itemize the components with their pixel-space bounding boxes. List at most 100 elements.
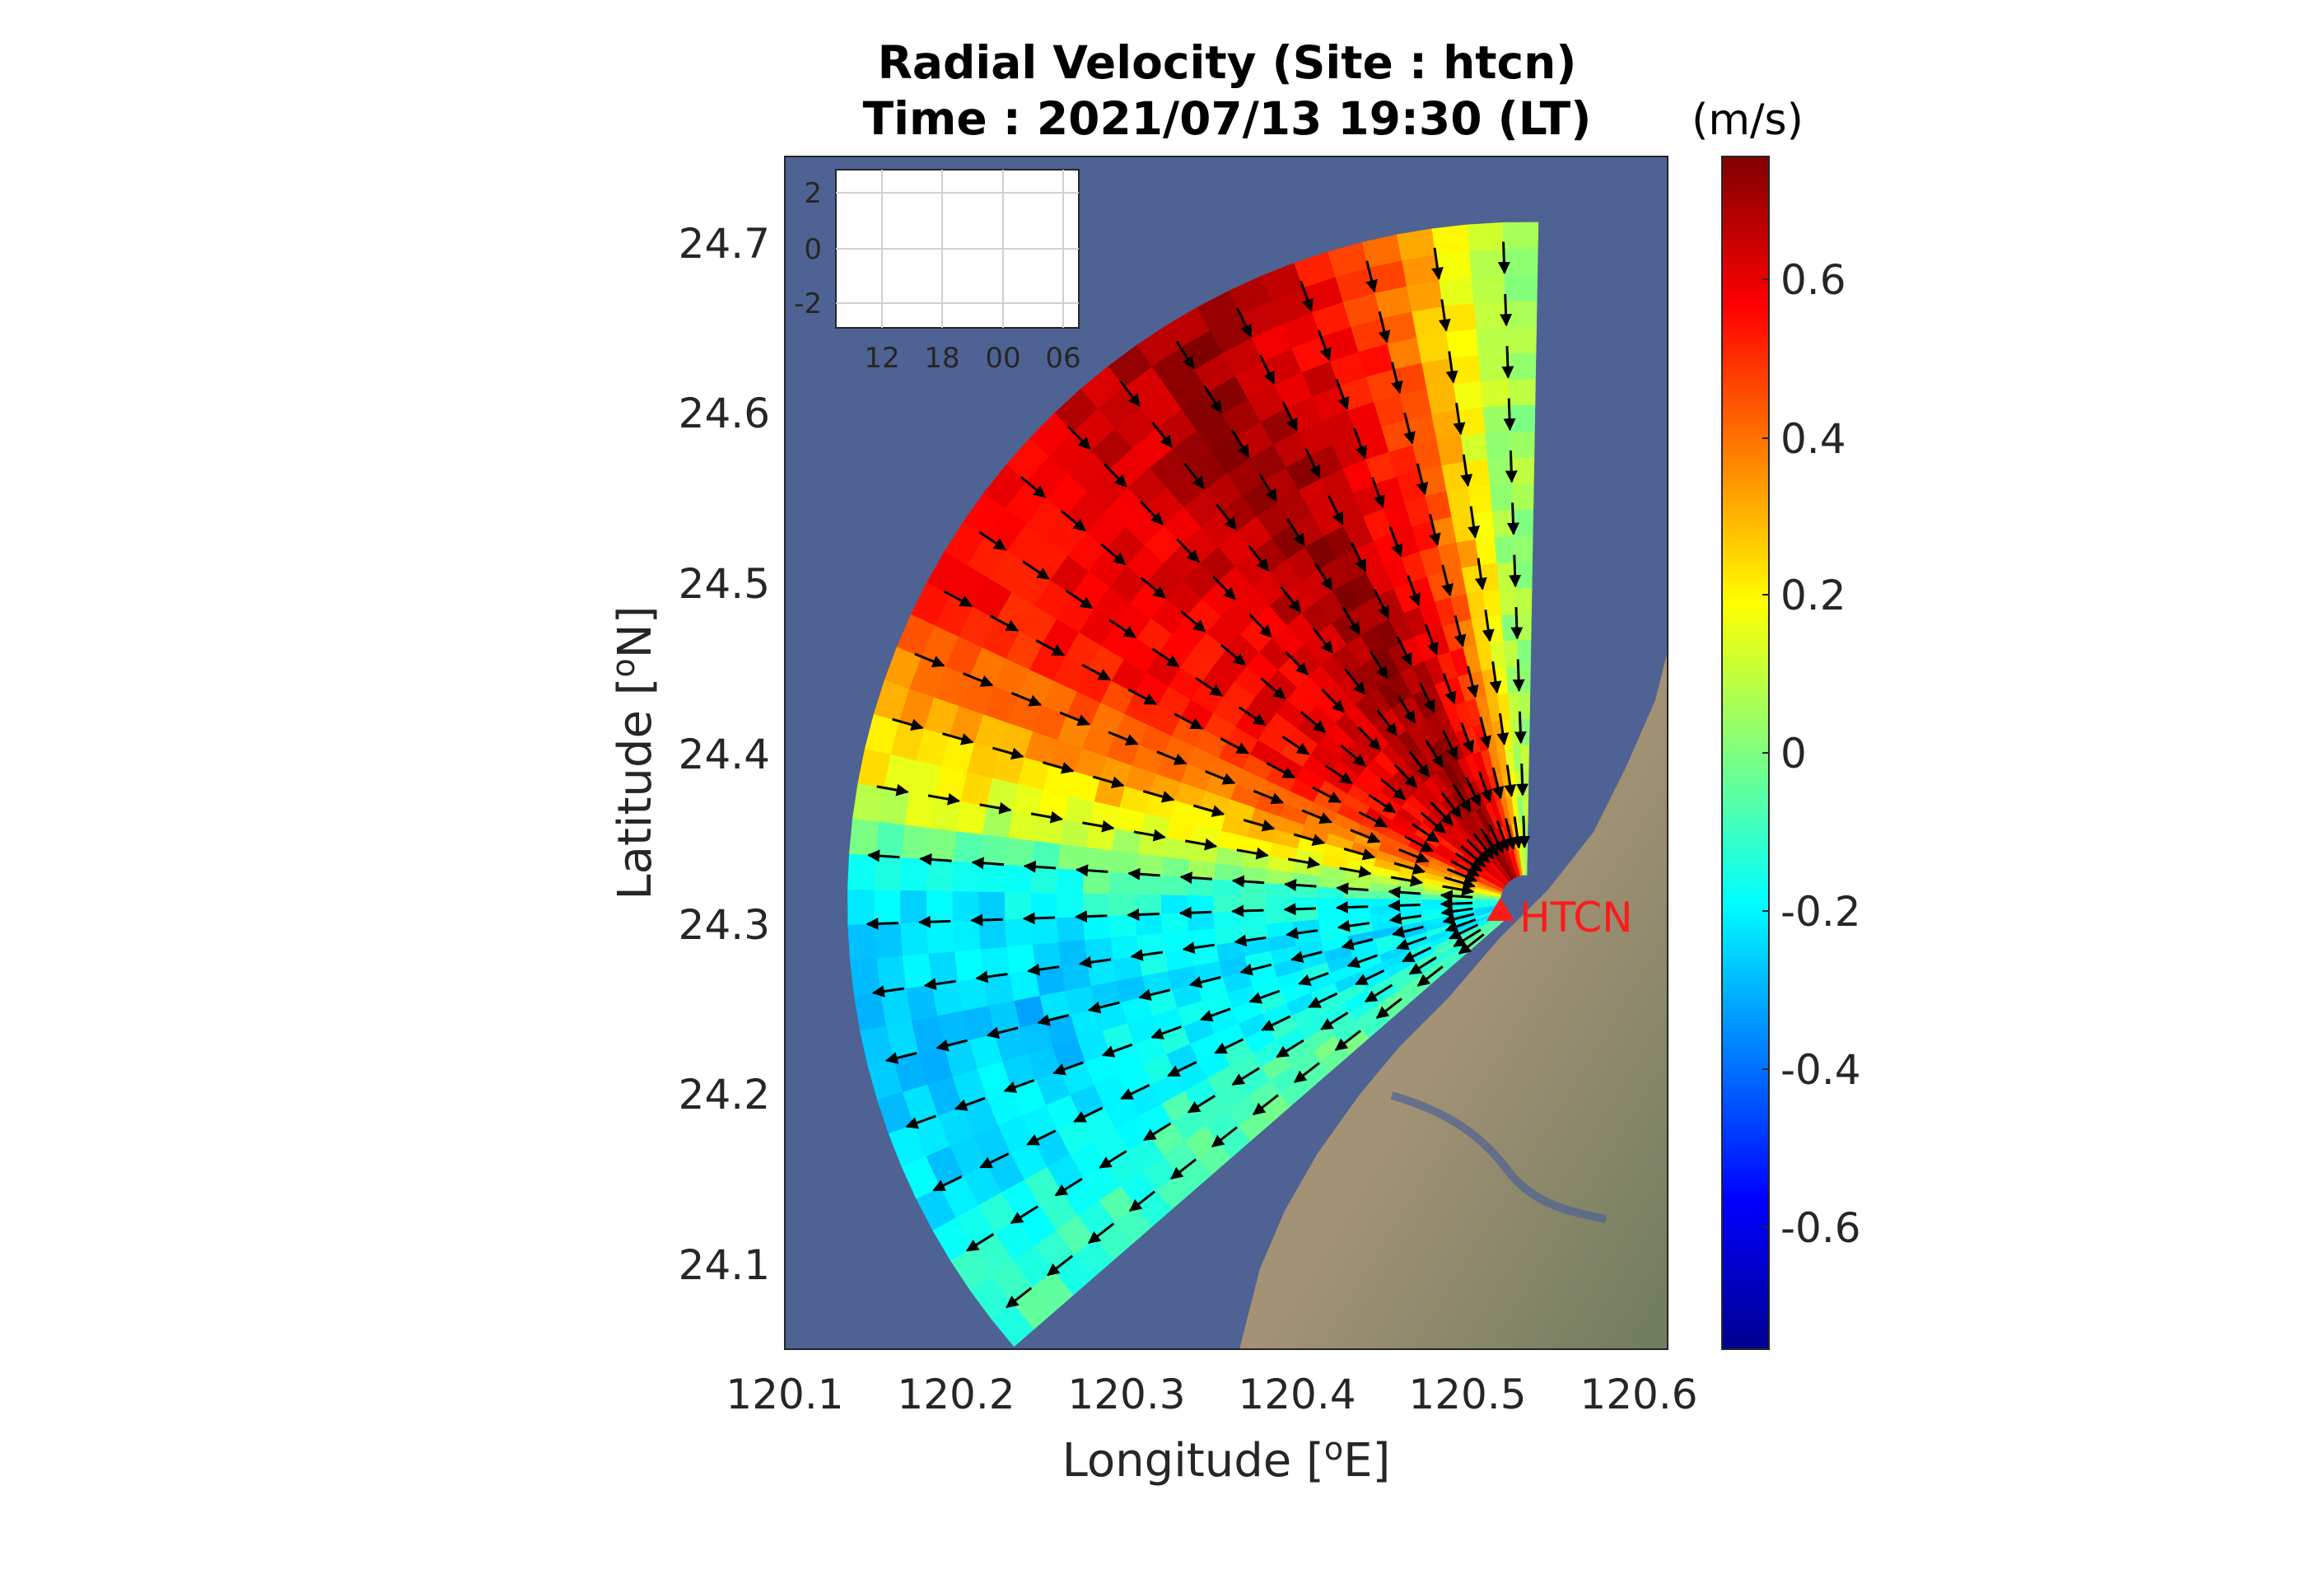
velocity-arrow — [1454, 852, 1483, 872]
velocity-arrow — [979, 1152, 1010, 1169]
velocity-arrow — [1408, 750, 1430, 778]
velocity-arrow — [1211, 1126, 1239, 1148]
x-axis-label: Longitude [oE] — [1062, 1431, 1391, 1488]
colorbar-tick-label: -0.2 — [1780, 888, 1861, 936]
inset-xtick-3: 00 — [985, 342, 1020, 375]
velocity-cell — [1161, 856, 1190, 878]
velocity-arrow — [1231, 1067, 1260, 1086]
velocity-arrow — [1444, 918, 1477, 932]
velocity-arrow — [1075, 910, 1108, 923]
velocity-arrow — [1284, 878, 1317, 891]
velocity-arrow — [1060, 509, 1086, 532]
velocity-cell — [930, 797, 961, 832]
velocity-cell — [982, 973, 1015, 1007]
velocity-arrow — [1119, 380, 1141, 407]
velocity-arrow — [992, 746, 1024, 760]
velocity-arrow — [1336, 882, 1369, 895]
inset-xtick-2: 18 — [924, 342, 959, 375]
velocity-arrow — [1129, 1190, 1156, 1212]
velocity-arrow — [1458, 933, 1485, 955]
velocity-arrow — [1216, 503, 1238, 530]
velocity-arrow — [1236, 307, 1253, 338]
velocity-arrow — [1514, 711, 1527, 745]
velocity-arrow — [1446, 867, 1478, 883]
velocity-arrow — [1022, 560, 1050, 581]
velocity-arrow — [1092, 775, 1125, 789]
velocity-cell — [1503, 639, 1519, 668]
velocity-arrow — [1266, 761, 1296, 779]
y-tick-label: 24.1 — [679, 1241, 770, 1289]
velocity-cell — [1108, 871, 1136, 895]
velocity-arrow — [1026, 1129, 1057, 1146]
velocity-arrow — [1192, 804, 1225, 817]
velocity-cell — [1160, 912, 1189, 933]
velocity-cell — [1031, 840, 1061, 869]
velocity-arrow — [1503, 398, 1516, 432]
velocity-cell — [1030, 917, 1059, 945]
velocity-arrow — [1276, 1039, 1304, 1058]
velocity-arrow — [1396, 936, 1427, 951]
velocity-arrow — [1479, 717, 1491, 749]
velocity-arrow — [1489, 661, 1502, 694]
velocity-arrow — [1364, 983, 1393, 1003]
velocity-cell — [899, 857, 928, 891]
velocity-arrow — [1460, 722, 1475, 754]
velocity-arrow — [1073, 1106, 1104, 1124]
velocity-cell — [847, 923, 877, 961]
velocity-arrow — [1258, 354, 1276, 385]
velocity-arrow — [1175, 340, 1195, 370]
velocity-arrow — [1079, 955, 1112, 969]
velocity-arrow — [1464, 777, 1482, 807]
velocity-arrow — [1076, 864, 1108, 877]
velocity-arrow — [1388, 885, 1421, 899]
velocity-arrow — [1416, 965, 1444, 987]
colorbar-ticks — [1762, 278, 1769, 1228]
velocity-cell — [1513, 535, 1533, 563]
velocity-cell — [1004, 864, 1032, 893]
y-tick-label: 24.7 — [679, 220, 770, 268]
y-tick-label: 24.2 — [679, 1071, 770, 1119]
velocity-cell — [875, 821, 905, 858]
inset-ytick-mid: 0 — [804, 233, 822, 266]
velocity-arrow — [1065, 589, 1094, 610]
velocity-arrow — [1396, 636, 1412, 666]
velocity-cell — [873, 889, 901, 924]
velocity-arrow — [1453, 928, 1482, 948]
velocity-cell — [951, 890, 979, 922]
velocity-cell — [1187, 911, 1215, 932]
colorbar-tick-label: 0.6 — [1780, 256, 1846, 304]
velocity-arrow — [1312, 786, 1342, 804]
velocity-arrow — [1482, 610, 1495, 642]
velocity-cell — [953, 830, 983, 863]
velocity-cell — [899, 890, 927, 923]
velocity-arrow — [1454, 615, 1467, 647]
x-axis-label-text-2: E] — [1343, 1434, 1390, 1488]
velocity-arrow — [1167, 1061, 1197, 1077]
velocity-arrow — [1320, 1011, 1349, 1030]
velocity-arrow — [1258, 474, 1278, 502]
velocity-arrow — [1300, 280, 1314, 312]
velocity-arrow — [1509, 554, 1522, 588]
velocity-arrow — [1030, 811, 1063, 824]
velocity-arrow — [1178, 906, 1212, 919]
velocity-arrow — [1127, 908, 1160, 921]
velocity-cell — [1435, 250, 1472, 281]
velocity-cell — [1508, 692, 1521, 720]
velocity-arrow — [905, 1114, 937, 1129]
velocity-cell — [1509, 404, 1536, 432]
velocity-arrow — [1187, 1095, 1216, 1114]
velocity-arrow — [978, 530, 1007, 551]
velocity-cell — [1134, 873, 1163, 895]
velocity-cell — [1239, 895, 1267, 912]
velocity-arrow — [1325, 764, 1353, 785]
velocity-cell — [1442, 302, 1477, 333]
velocity-cell — [1421, 357, 1454, 389]
velocity-arrow — [1404, 835, 1434, 853]
velocity-arrow — [1407, 575, 1421, 606]
velocity-cell — [1082, 915, 1111, 941]
velocity-arrow — [1035, 639, 1066, 656]
velocity-arrow — [1504, 764, 1517, 797]
velocity-arrow — [1408, 956, 1437, 975]
velocity-cell — [1514, 587, 1533, 614]
velocity-arrow — [1424, 624, 1439, 656]
